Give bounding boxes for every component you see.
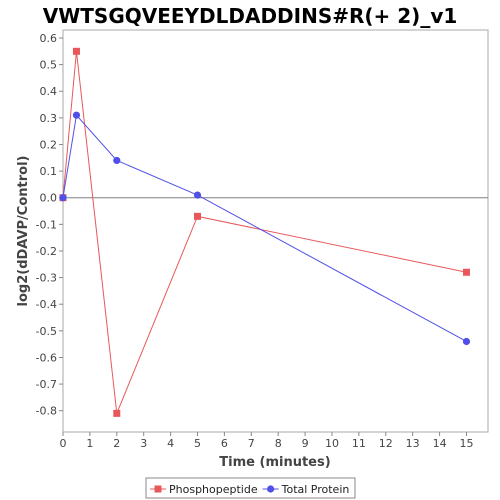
data-point-phosphopeptide <box>462 268 470 276</box>
x-tick-label: 7 <box>248 437 255 450</box>
chart-title: VWTSGQVEEYDLDADDINS#R(+ 2)_v1 <box>43 4 458 28</box>
legend: Phosphopeptide Total Protein <box>145 477 356 499</box>
x-tick-label: 1 <box>86 437 93 450</box>
y-tick-label: -0.4 <box>36 298 57 311</box>
x-tick-label: 5 <box>194 437 201 450</box>
x-tick-label: 13 <box>406 437 420 450</box>
legend-marker-phosphopeptide <box>154 485 162 493</box>
legend-label-phosphopeptide: Phosphopeptide <box>169 483 258 496</box>
y-axis: 0.6 0.5 0.4 0.3 0.2 0.1 0.0 -0.1 -0.2 -0.3 -0.4 -0.… <box>36 32 63 418</box>
y-tick-label: -0.8 <box>36 405 57 418</box>
y-tick-label: 0.6 <box>40 32 58 45</box>
plot-area <box>62 29 489 433</box>
data-point-phosphopeptide <box>193 212 201 220</box>
series-layer <box>59 47 471 417</box>
data-point-total-protein <box>59 194 67 202</box>
data-point-total-protein <box>193 191 202 199</box>
y-tick-label: 0.5 <box>40 59 58 72</box>
y-tick-label: 0.0 <box>40 192 58 205</box>
y-axis-title: log2(dDAVP/Control) <box>16 156 31 307</box>
x-tick-label: 11 <box>352 437 366 450</box>
data-point-phosphopeptide <box>113 409 121 417</box>
data-point-total-protein <box>113 156 121 165</box>
y-tick-label: 0.2 <box>40 138 58 151</box>
legend-marker-total-protein <box>267 485 275 493</box>
x-tick-label: 14 <box>433 437 447 450</box>
x-tick-label: 0 <box>60 437 67 450</box>
y-tick-label: -0.6 <box>36 351 57 364</box>
data-point-total-protein <box>72 111 81 119</box>
data-point-phosphopeptide <box>72 47 80 55</box>
x-tick-label: 15 <box>459 437 473 450</box>
x-tick-label: 10 <box>325 437 339 450</box>
legend-label-total-protein: Total Protein <box>281 483 350 496</box>
x-tick-label: 8 <box>275 437 282 450</box>
y-tick-label: 0.1 <box>40 165 58 178</box>
y-tick-label: -0.5 <box>36 325 57 338</box>
x-tick-label: 2 <box>113 437 120 450</box>
x-tick-label: 12 <box>379 437 393 450</box>
y-tick-label: -0.3 <box>36 272 57 285</box>
y-tick-label: 0.4 <box>40 85 58 98</box>
x-tick-label: 3 <box>140 437 147 450</box>
x-axis: 0 1 2 3 4 5 6 7 8 9 10 11 12 13 14 15 <box>60 432 473 450</box>
x-tick-label: 4 <box>167 437 174 450</box>
legend-box <box>145 477 356 499</box>
data-point-total-protein <box>462 337 471 346</box>
x-tick-label: 6 <box>221 437 228 450</box>
y-tick-label: -0.7 <box>36 378 57 391</box>
y-tick-label: 0.3 <box>40 112 58 125</box>
y-tick-label: -0.1 <box>36 218 57 231</box>
x-axis-title: Time (minutes) <box>219 455 330 470</box>
x-tick-label: 9 <box>302 437 309 450</box>
y-tick-label: -0.2 <box>36 245 57 258</box>
